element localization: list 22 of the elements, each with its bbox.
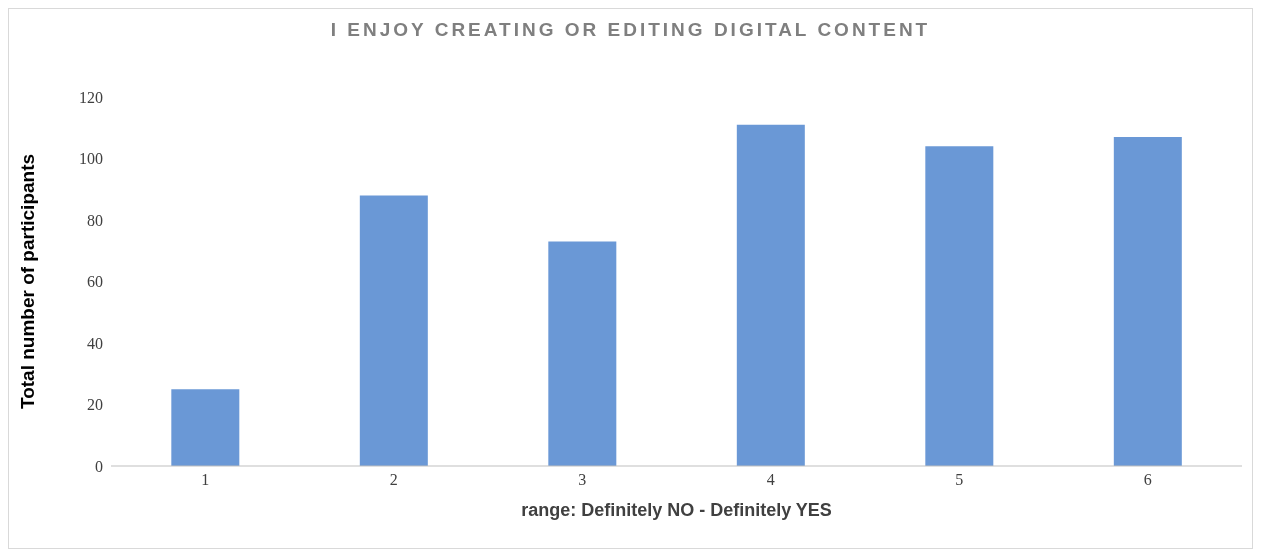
y-tick-label: 40 <box>87 334 103 352</box>
y-tick-label: 60 <box>87 273 103 291</box>
x-tick-label: 5 <box>955 471 964 489</box>
bar <box>1113 136 1182 466</box>
x-tick-label: 4 <box>766 471 775 489</box>
x-tick-label: 6 <box>1143 471 1152 489</box>
x-tick-label: 2 <box>389 471 398 489</box>
bar <box>359 195 428 466</box>
y-tick-label: 120 <box>79 88 103 106</box>
bar <box>736 124 805 466</box>
x-tick-label: 3 <box>578 471 587 489</box>
y-tick-label: 0 <box>95 457 103 475</box>
bar <box>171 389 240 466</box>
y-tick-label: 80 <box>87 211 103 229</box>
x-tick-label: 1 <box>201 471 210 489</box>
bar <box>925 146 994 466</box>
y-tick-label: 100 <box>79 150 103 168</box>
bar <box>548 241 617 466</box>
y-tick-label: 20 <box>87 396 103 414</box>
chart-title: I ENJOY CREATING OR EDITING DIGITAL CONTENT <box>329 19 932 41</box>
x-axis-title: range: Definitely NO - Definitely YES <box>521 500 832 520</box>
y-axis-title: Total number of participants <box>16 153 38 410</box>
